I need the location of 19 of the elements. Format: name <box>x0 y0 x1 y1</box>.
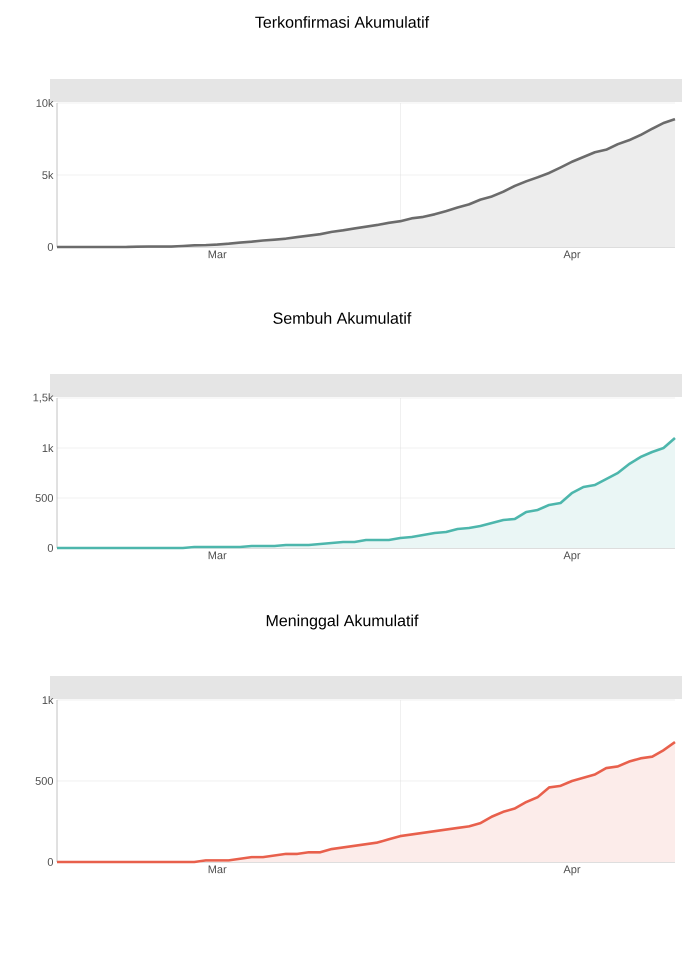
x-tick-label: Apr <box>563 250 580 260</box>
x-tick-label: Apr <box>563 552 580 562</box>
y-tick-label: 1k <box>42 444 54 452</box>
x-tick-label: Mar <box>208 866 227 874</box>
y-tick-label: 500 <box>36 777 54 785</box>
y-tick-label: 0 <box>48 243 54 251</box>
y-tick-label: 1k <box>42 696 54 704</box>
chart-title: Sembuh Akumulatif <box>273 312 412 324</box>
y-tick-label: 1,5k <box>34 393 54 403</box>
y-tick-label: 5k <box>42 170 54 180</box>
y-tick-label: 0 <box>48 858 54 866</box>
chart-title: Terkonfirmasi Akumulatif <box>255 16 430 28</box>
x-tick-label: Mar <box>208 250 227 258</box>
y-tick-label: 500 <box>36 494 54 502</box>
y-tick-label: 10k <box>36 98 54 108</box>
y-tick-label: 0 <box>48 544 54 552</box>
x-tick-label: Mar <box>208 552 227 560</box>
x-tick-label: Apr <box>563 866 580 876</box>
chart-title: Meninggal Akumulatif <box>266 614 418 630</box>
